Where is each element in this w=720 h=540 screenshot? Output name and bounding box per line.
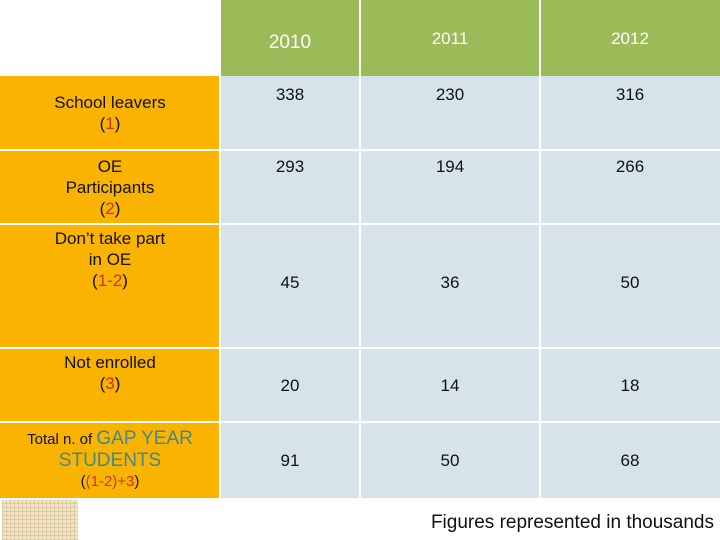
cell-value: 50 (440, 450, 460, 470)
row-label-highlight: STUDENTS (58, 450, 162, 471)
cell-value: 316 (615, 85, 645, 104)
cell-value: 50 (620, 273, 640, 292)
cell-value: 266 (615, 157, 645, 176)
row-label-prefix: Total n. of (27, 431, 97, 448)
grid-divider (539, 0, 541, 498)
row-label-text: Don’t take part (54, 229, 166, 248)
cell-oe-participants-2012: 266 (540, 150, 720, 224)
cell-not-enrolled-2012: 18 (540, 348, 720, 422)
row-label-text: OE (97, 156, 123, 176)
row-label-text: School leavers (54, 93, 166, 112)
grid-divider (219, 0, 221, 498)
cell-school-leavers-2011: 230 (360, 76, 540, 150)
cell-school-leavers-2012: 316 (540, 76, 720, 150)
grid-divider (0, 347, 720, 349)
row-code: 1 (105, 114, 115, 133)
paren-close: ) (114, 114, 121, 133)
cell-value: 338 (275, 85, 305, 104)
paren-close: ) (114, 198, 121, 218)
row-label-oe-participants: OE Participants (2) (0, 150, 220, 224)
cell-value: 230 (435, 85, 465, 104)
paren-close: ) (122, 271, 128, 290)
cell-value: 14 (440, 375, 460, 395)
row-code: 2 (105, 198, 115, 218)
cell-value: 45 (280, 273, 300, 292)
decorative-pattern (2, 500, 78, 540)
grid-divider (0, 149, 720, 151)
row-code: 1-2 (97, 271, 123, 290)
row-label-total-gap-year: Total n. of GAP YEAR STUDENTS ((1-2)+3) (0, 422, 220, 498)
paren-open: ( (99, 198, 106, 218)
row-label-text: Participants (65, 177, 155, 197)
cell-value: 293 (275, 157, 305, 176)
row-code: 3 (105, 374, 115, 393)
cell-value: 194 (435, 157, 465, 176)
cell-oe-participants-2010: 293 (220, 150, 360, 224)
cell-dont-take-part-2012: 50 (540, 224, 720, 348)
header-year-2010: 2010 (220, 0, 360, 76)
cell-value: 20 (280, 375, 300, 395)
row-label-not-enrolled: Not enrolled (3) (0, 348, 220, 422)
grid-divider (359, 0, 361, 498)
grid-divider (0, 223, 720, 225)
row-code: (1-2)+3 (85, 473, 135, 490)
row-label-dont-take-part: Don’t take part in OE (1-2) (0, 224, 220, 348)
header-year-2010-label: 2010 (268, 31, 312, 53)
cell-school-leavers-2010: 338 (220, 76, 360, 150)
cell-value: 18 (620, 375, 640, 395)
grid-divider (0, 421, 720, 423)
cell-total-gap-year-2011: 50 (360, 422, 540, 498)
row-label-highlight: GAP YEAR (96, 428, 193, 449)
header-year-2012-label: 2012 (611, 28, 649, 48)
header-year-2012: 2012 (540, 0, 720, 76)
paren-close: ) (114, 374, 121, 393)
cell-value: 68 (620, 450, 640, 470)
paren-open: ( (99, 114, 106, 133)
row-label-text: in OE (88, 250, 132, 269)
paren-close: ) (134, 473, 140, 490)
header-year-2011-label: 2011 (431, 28, 469, 48)
paren-open: ( (92, 271, 98, 290)
cell-dont-take-part-2011: 36 (360, 224, 540, 348)
footnote: Figures represented in thousands (430, 512, 714, 533)
cell-dont-take-part-2010: 45 (220, 224, 360, 348)
row-label-text: Not enrolled (64, 353, 156, 372)
cell-total-gap-year-2010: 91 (220, 422, 360, 498)
cell-value: 91 (280, 450, 300, 470)
row-label-school-leavers: School leavers (1) (0, 76, 220, 150)
paren-open: ( (99, 374, 106, 393)
cell-total-gap-year-2012: 68 (540, 422, 720, 498)
cell-not-enrolled-2011: 14 (360, 348, 540, 422)
cell-value: 36 (440, 273, 460, 292)
header-year-2011: 2011 (360, 0, 540, 76)
cell-not-enrolled-2010: 20 (220, 348, 360, 422)
cell-oe-participants-2011: 194 (360, 150, 540, 224)
paren-open: ( (80, 473, 86, 490)
